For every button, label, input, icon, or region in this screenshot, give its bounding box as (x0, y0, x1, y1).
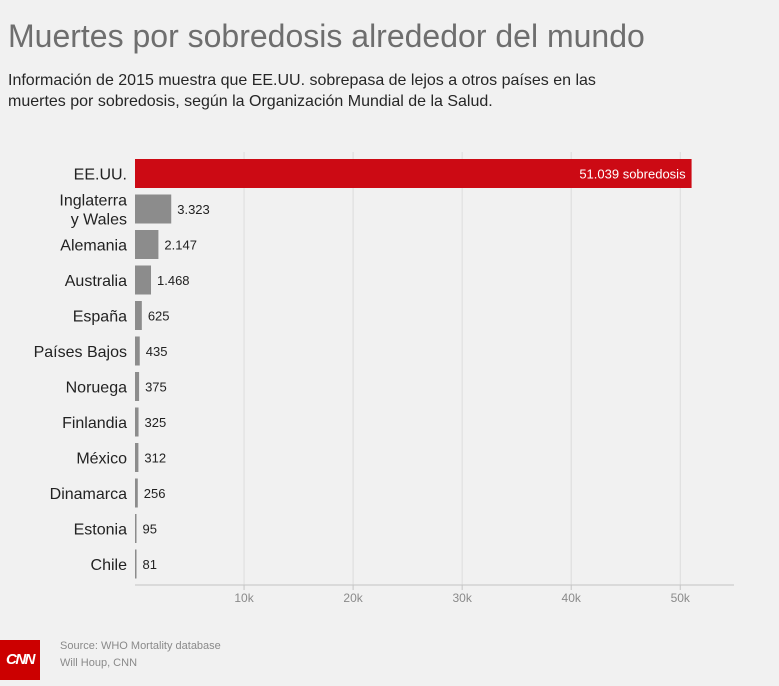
value-label: 625 (148, 309, 170, 324)
category-label: Finlandia (62, 415, 127, 432)
category-label-line: Dinamarca (50, 486, 127, 503)
category-label-line: Inglaterra (59, 193, 127, 210)
category-label-line: España (73, 309, 127, 326)
value-label: 3.323 (177, 202, 210, 217)
value-label: 51.039 sobredosis (579, 167, 686, 182)
bar (135, 336, 140, 366)
category-label: Chile (91, 557, 128, 574)
bar (135, 372, 140, 401)
x-tick-label: 40k (562, 591, 582, 605)
category-label: Alemania (60, 238, 127, 255)
category-label: Estonia (74, 522, 127, 539)
bar (135, 549, 137, 579)
value-label: 81 (143, 557, 157, 572)
category-label: Dinamarca (50, 486, 127, 503)
category-label-line: Alemania (60, 238, 127, 255)
x-tick-label: 30k (452, 591, 472, 605)
bar-chart: EE.UU. Inglaterra y Wales Alemania Australia… (34, 152, 734, 605)
category-label-line: y Wales (71, 212, 127, 229)
category-label: Inglaterra y Wales (59, 193, 127, 229)
bar (135, 159, 692, 188)
bar (135, 443, 139, 472)
bar (135, 478, 138, 508)
category-label: España (73, 309, 127, 326)
bar (135, 230, 159, 259)
chart-subtitle: Información de 2015 muestra que EE.UU. s… (8, 72, 596, 110)
bar (135, 407, 139, 437)
bar (135, 514, 137, 543)
category-label: México (76, 451, 127, 468)
category-label-line: Noruega (66, 380, 127, 397)
value-label: 256 (144, 486, 166, 501)
category-label: Países Bajos (34, 344, 127, 361)
value-label: 312 (144, 451, 166, 466)
value-label: 95 (143, 522, 157, 537)
bar (135, 301, 142, 330)
category-label-line: Australia (65, 273, 127, 290)
cnn-logo: CNN (0, 640, 40, 680)
x-tick-label: 50k (671, 591, 691, 605)
x-tick-label: 20k (343, 591, 363, 605)
source-note: Source: WHO Mortality database Will Houp… (60, 638, 221, 672)
category-label-line: Estonia (74, 522, 127, 539)
category-label-line: EE.UU. (74, 167, 127, 184)
value-label: 435 (146, 344, 168, 359)
source-text: Source: WHO Mortality database (60, 640, 221, 652)
category-label-line: Finlandia (62, 415, 127, 432)
bar (135, 194, 172, 224)
value-label: 1.468 (157, 273, 190, 288)
category-label-line: México (76, 451, 127, 468)
category-label: EE.UU. (74, 167, 127, 184)
category-label: Noruega (66, 380, 127, 397)
chart-title: Muertes por sobredosis alrededor del mun… (8, 18, 645, 54)
x-tick-label: 10k (234, 591, 254, 605)
category-label-line: Chile (91, 557, 128, 574)
category-label: Australia (65, 273, 127, 290)
value-label: 375 (145, 380, 167, 395)
bar (135, 265, 152, 295)
bars (135, 159, 692, 579)
category-label-line: Países Bajos (34, 344, 127, 361)
grid-lines (243, 152, 681, 585)
value-labels: 51.039 sobredosis 3.323 2.147 1.468 625 435 37… (143, 167, 687, 573)
credit-text: Will Houp, CNN (60, 657, 138, 669)
value-label: 2.147 (164, 238, 197, 253)
value-label: 325 (145, 415, 167, 430)
category-labels: EE.UU. Inglaterra y Wales Alemania Australia… (34, 167, 127, 575)
x-axis-ticks: 10k 20k 30k 40k 50k (135, 584, 734, 605)
